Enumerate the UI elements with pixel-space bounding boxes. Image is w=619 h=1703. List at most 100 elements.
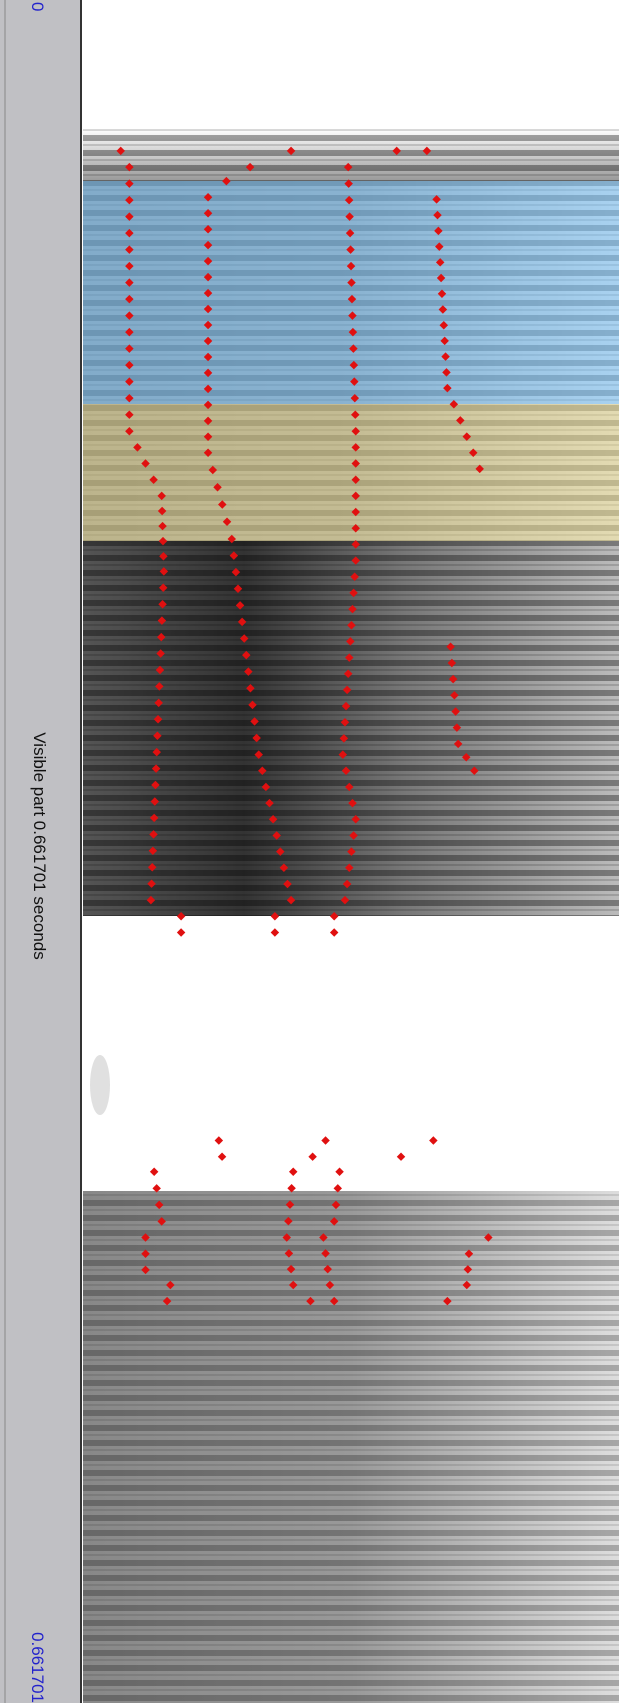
formant-dot — [422, 146, 432, 156]
formant-dot — [329, 912, 339, 921]
start-time: 0 — [28, 2, 47, 11]
formant-dot — [203, 368, 213, 378]
formant-dot — [350, 572, 359, 581]
formant-dot — [435, 258, 445, 267]
formant-dot — [203, 240, 213, 250]
spectro-texture — [83, 1191, 619, 1703]
formant-dot — [348, 327, 358, 337]
formant-dot — [261, 782, 271, 792]
formant-dot — [351, 475, 360, 484]
formant-dot — [203, 208, 213, 218]
formant-dot — [333, 1184, 343, 1193]
formant-dot — [203, 336, 213, 346]
formant-dot — [392, 146, 401, 156]
formant-dot — [125, 344, 134, 353]
formant-dot — [213, 483, 222, 492]
formant-dot — [125, 245, 134, 254]
formant-dot — [203, 416, 213, 426]
formant-dot — [125, 228, 134, 238]
formant-dot — [468, 448, 478, 458]
formant-dot — [125, 294, 134, 304]
formant-dot — [203, 352, 213, 362]
formant-dot — [283, 879, 292, 889]
formant-dot — [462, 1280, 472, 1290]
formant-dot — [268, 815, 278, 824]
formant-dot — [325, 1280, 335, 1290]
formant-dot — [446, 642, 455, 652]
formant-dot — [346, 245, 355, 254]
formant-dot — [338, 750, 348, 759]
formant-dot — [125, 212, 134, 221]
formant-dot — [348, 798, 357, 808]
formant-dot — [116, 146, 125, 156]
formant-dot — [351, 491, 360, 501]
formant-dot — [287, 1183, 296, 1193]
formant-dot — [344, 195, 354, 205]
formant-dot — [125, 327, 134, 337]
formant-dot — [343, 669, 353, 678]
formant-dot — [343, 162, 353, 172]
formant-dot — [286, 895, 296, 905]
formant-dot — [347, 847, 356, 856]
formant-dot — [284, 1216, 293, 1226]
formant-dot — [203, 384, 213, 394]
formant-dot — [203, 272, 213, 282]
formant-dot — [321, 1249, 330, 1258]
formant-dot — [342, 685, 352, 695]
formant-dot — [149, 475, 158, 484]
formant-dot — [341, 701, 351, 711]
formant-tracks — [116, 146, 493, 1306]
formant-dot — [351, 540, 360, 549]
formant-dot — [351, 459, 360, 468]
formant-dot — [339, 734, 349, 743]
formant-dot — [265, 798, 274, 808]
formant-dot — [125, 179, 134, 188]
formant-dot — [208, 465, 218, 475]
formant-dot — [270, 912, 280, 921]
formant-dot — [245, 162, 255, 172]
formant-dot — [435, 242, 444, 251]
formant-dot — [272, 831, 281, 840]
silence — [83, 916, 619, 1191]
formant-dot — [462, 432, 472, 441]
formant-dot — [286, 1264, 296, 1274]
formant-dot — [282, 1233, 291, 1242]
formant-dot — [452, 723, 462, 732]
formant-dot — [335, 1167, 344, 1177]
formant-dot — [346, 261, 356, 271]
formant-dot — [329, 1296, 339, 1306]
formant-dot — [133, 443, 142, 452]
formant-dot — [203, 432, 213, 442]
formant-dot — [464, 1249, 474, 1258]
formant-dot — [323, 1264, 332, 1274]
formant-dot — [125, 360, 134, 370]
formant-dot — [351, 523, 360, 533]
formant-dot — [279, 863, 289, 873]
formant-dot — [340, 895, 350, 905]
formant-dot — [440, 336, 449, 346]
formant-dot — [276, 847, 285, 856]
formant-dot — [351, 507, 360, 517]
formant-dot — [125, 195, 134, 205]
formant-dot — [436, 273, 446, 283]
formant-dot — [450, 691, 459, 700]
formant-dot — [203, 304, 213, 314]
formant-dot — [347, 294, 357, 304]
formant-dot — [439, 320, 449, 330]
formant-dot — [341, 766, 351, 776]
formant-dot — [453, 739, 463, 749]
formant-dot — [347, 278, 356, 287]
formant-dot — [342, 879, 352, 889]
formant-dot — [284, 1249, 294, 1258]
formant-dot — [141, 459, 150, 468]
formant-dot — [345, 653, 354, 662]
formant-dot — [125, 261, 134, 271]
formant-dot — [437, 289, 447, 298]
formant-dot — [157, 491, 166, 501]
formant-dot — [438, 305, 448, 314]
formant-dot — [351, 815, 360, 824]
formant-dot — [396, 1152, 406, 1161]
formant-dot — [203, 256, 213, 266]
